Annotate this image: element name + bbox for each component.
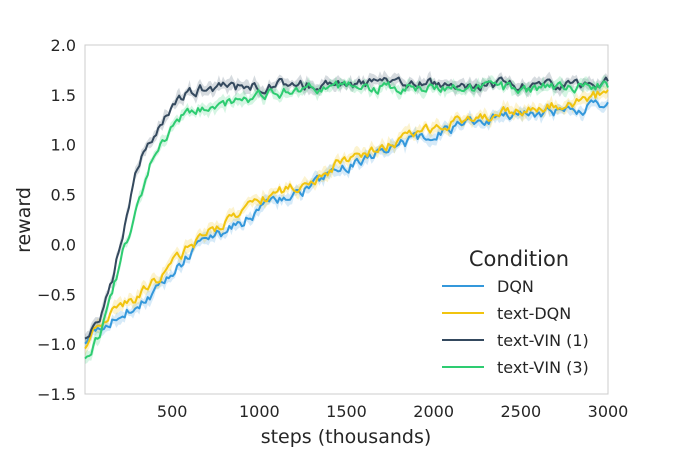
y-tick-label: 1.5 <box>51 86 76 105</box>
plot-frame <box>84 44 609 395</box>
legend: Condition DQN text-DQN text-VIN (1) text-VI… <box>442 247 589 377</box>
y-tick-label: 0.0 <box>51 235 76 254</box>
y-tick-label: −1.0 <box>37 335 76 354</box>
y-tick-label: 2.0 <box>51 36 76 55</box>
series-line-1 <box>84 89 609 350</box>
x-tick-label: 2000 <box>413 402 454 421</box>
x-axis-label: steps (thousands) <box>261 426 432 448</box>
legend-label: DQN <box>497 277 534 296</box>
series-lines <box>84 76 609 360</box>
legend-items: DQN text-DQN text-VIN (1) text-VIN (3) <box>442 277 589 377</box>
x-tick-label: 500 <box>157 402 188 421</box>
x-tick-label: 3000 <box>588 402 629 421</box>
x-tick-label: 1500 <box>326 402 367 421</box>
legend-label: text-DQN <box>497 304 571 323</box>
series-line-3 <box>84 80 609 360</box>
y-axis-label: reward <box>13 187 35 253</box>
legend-title: Condition <box>469 247 569 271</box>
x-axis-ticks: 500 1000 1500 2000 2500 3000 <box>157 402 628 421</box>
plot-area <box>84 44 609 395</box>
y-tick-label: −1.5 <box>37 385 76 404</box>
legend-label: text-VIN (3) <box>497 358 589 377</box>
y-tick-label: 1.0 <box>51 136 76 155</box>
legend-label: text-VIN (1) <box>497 331 589 350</box>
y-tick-label: −0.5 <box>37 285 76 304</box>
x-tick-label: 2500 <box>500 402 541 421</box>
y-axis-ticks: −1.5 −1.0 −0.5 0.0 0.5 1.0 1.5 2.0 <box>37 36 76 404</box>
x-tick-label: 1000 <box>239 402 280 421</box>
y-tick-label: 0.5 <box>51 186 76 205</box>
